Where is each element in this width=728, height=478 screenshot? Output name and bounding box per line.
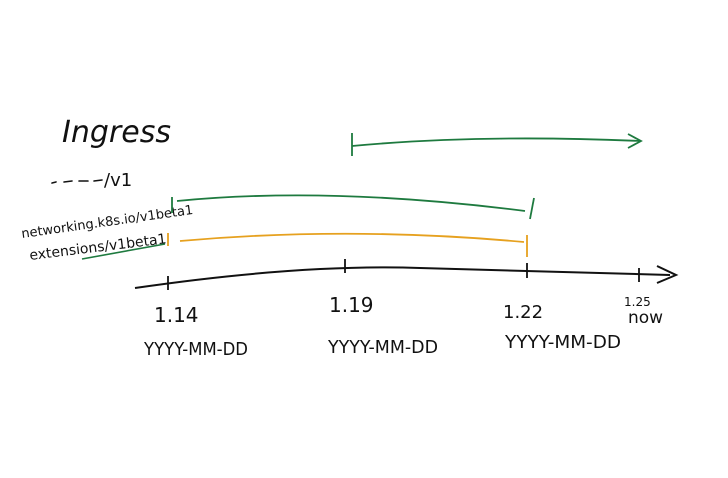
- tick-date-1-19: YYYY-MM-DD: [327, 337, 438, 358]
- networking-span-line: [176, 194, 526, 212]
- tick-label-1-19: 1.19: [329, 293, 374, 317]
- extensions-underline: [81, 243, 166, 260]
- tick-date-1-14: YYYY-MM-DD: [143, 339, 248, 360]
- timeline-axis: [134, 266, 671, 289]
- networking-span-end-tick: [529, 197, 535, 220]
- tick-label-1-22: 1.22: [503, 302, 543, 323]
- v1-span-arrowhead: [627, 133, 643, 149]
- diagram-title: Ingress: [62, 115, 171, 150]
- timeline-arrowhead: [656, 265, 679, 284]
- v1-span-line: [351, 137, 641, 147]
- v1-leader-dashes: [51, 179, 103, 184]
- extensions-span-line: [179, 232, 525, 243]
- v1-label: /v1: [104, 170, 132, 191]
- tick-date-1-22: YYYY-MM-DD: [504, 332, 621, 353]
- tick-label-1-14: 1.14: [154, 303, 199, 327]
- tick-label-1-25: 1.25: [624, 295, 651, 309]
- tick-note-now: now: [628, 308, 663, 328]
